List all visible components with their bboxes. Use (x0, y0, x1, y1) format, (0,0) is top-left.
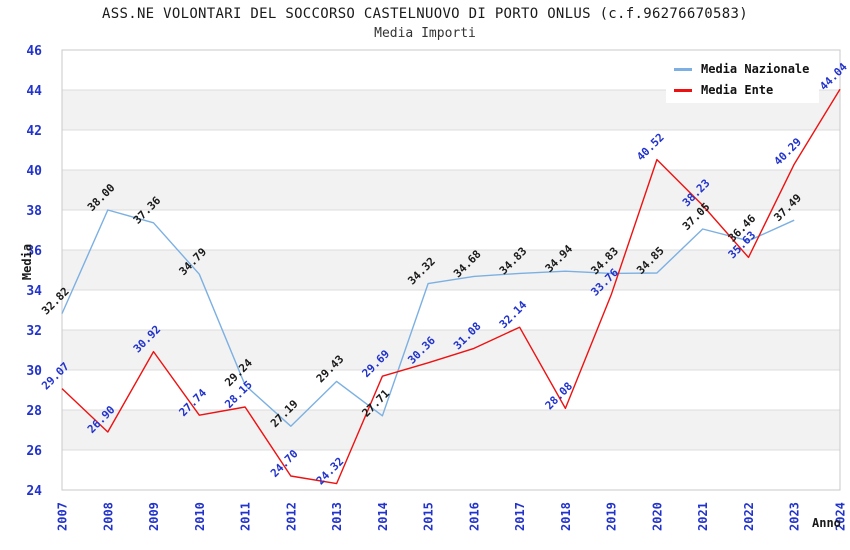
x-tick-label: 2015 (422, 502, 436, 531)
y-tick-label: 24 (26, 484, 42, 499)
x-tick-label: 2007 (56, 502, 70, 531)
x-tick-label: 2017 (513, 502, 527, 531)
grid-band (62, 330, 840, 370)
y-tick-label: 30 (26, 364, 42, 379)
y-tick-label: 34 (26, 284, 42, 299)
grid-band (62, 370, 840, 410)
x-tick-label: 2012 (284, 502, 298, 531)
y-tick-label: 46 (26, 44, 42, 59)
x-tick-label: 2022 (742, 502, 756, 531)
series-line-media-ente (61, 88, 841, 485)
x-tick-label: 2019 (605, 502, 619, 531)
legend-label: Media Ente (701, 83, 774, 97)
x-tick-label: 2010 (193, 502, 207, 531)
x-axis-title: Anno (812, 516, 841, 530)
y-tick-label: 38 (26, 204, 42, 219)
x-tick-label: 2023 (788, 502, 802, 531)
x-tick-label: 2011 (239, 502, 253, 531)
y-tick-label: 42 (26, 124, 42, 139)
y-tick-label: 40 (26, 164, 42, 179)
x-tick-label: 2024 (834, 502, 848, 531)
legend-item-media-nazionale: Media Nazionale (674, 62, 809, 76)
y-tick-label: 26 (26, 444, 42, 459)
legend-line-swatch-ente (674, 88, 692, 92)
legend-item-media-ente: Media Ente (674, 83, 809, 97)
grid-band (62, 130, 840, 170)
x-tick-label: 2013 (330, 502, 344, 531)
y-tick-label: 44 (26, 84, 42, 99)
legend-label: Media Nazionale (701, 62, 810, 76)
x-tick-label: 2016 (467, 502, 481, 531)
grid-band (62, 210, 840, 250)
y-tick-label: 32 (26, 324, 42, 339)
x-tick-label: 2008 (101, 502, 115, 531)
x-tick-label: 2021 (696, 502, 710, 531)
plot-border (61, 49, 841, 491)
y-tick-label: 36 (26, 244, 42, 259)
chart-title: ASS.NE VOLONTARI DEL SOCCORSO CASTELNUOV… (102, 6, 748, 22)
x-tick-label: 2014 (376, 502, 390, 531)
x-tick-label: 2018 (559, 502, 573, 531)
y-axis-title: Media (20, 244, 34, 280)
x-tick-label: 2020 (650, 502, 664, 531)
grid-band (62, 170, 840, 210)
grid-band (62, 290, 840, 330)
x-tick-label: 2009 (147, 502, 161, 531)
grid-band (62, 250, 840, 290)
grid-band (62, 450, 840, 490)
legend: Media Nazionale Media Ente (666, 56, 820, 103)
chart-subtitle: Media Importi (374, 26, 476, 41)
legend-line-swatch-nazionale (674, 67, 692, 71)
series-line-media-nazionale (61, 209, 795, 427)
y-tick-label: 28 (26, 404, 42, 419)
grid-band (62, 410, 840, 450)
